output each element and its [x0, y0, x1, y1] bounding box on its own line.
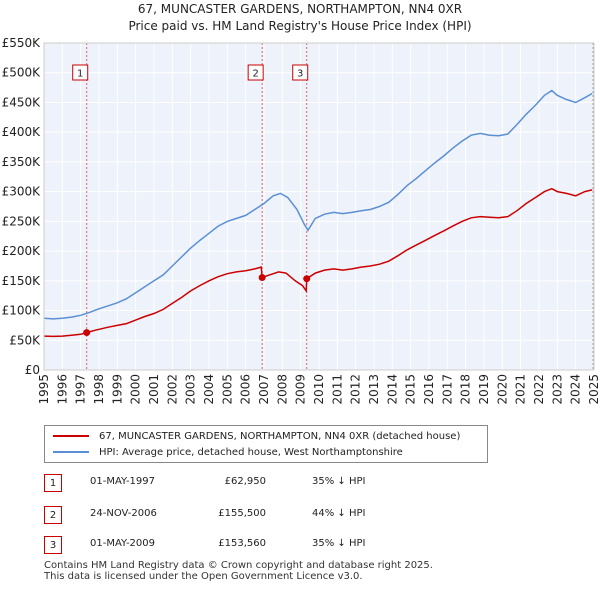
x-tick-label: 1999	[110, 374, 124, 405]
sale-point	[83, 329, 91, 337]
sale-price: £62,950	[224, 476, 266, 487]
x-tick-label: 2021	[514, 374, 528, 405]
x-tick-label: 2020	[495, 374, 509, 405]
footer-copyright: Contains HM Land Registry data © Crown c…	[44, 560, 433, 571]
sale-price: £155,500	[218, 508, 266, 519]
footer: Contains HM Land Registry data © Crown c…	[44, 560, 433, 582]
sale-date: 01-MAY-2009	[90, 538, 156, 549]
sale-marker: 3	[44, 536, 62, 554]
y-tick-label: £50K	[9, 333, 41, 347]
sale-label-box	[247, 64, 264, 81]
x-tick-label: 2025	[587, 374, 600, 405]
sale-label-box	[292, 64, 309, 81]
x-tick-label: 1998	[92, 374, 106, 405]
sale-date: 01-MAY-1997	[90, 476, 156, 487]
y-tick-label: £350K	[2, 155, 42, 169]
y-tick-label: £550K	[2, 36, 42, 50]
legend-swatch-property	[53, 435, 89, 437]
sale-price: £153,560	[218, 538, 266, 549]
x-tick-label: 1997	[74, 374, 88, 405]
legend-item-property: 67, MUNCASTER GARDENS, NORTHAMPTON, NN4 …	[53, 429, 460, 443]
x-tick-label: 2008	[275, 374, 289, 405]
sale-label: 3	[297, 69, 303, 80]
y-tick-label: £500K	[2, 66, 42, 80]
sale-point	[258, 274, 266, 282]
legend-label-hpi: HPI: Average price, detached house, West…	[99, 446, 403, 458]
sale-point	[303, 275, 311, 283]
x-tick-label: 2012	[349, 374, 363, 405]
x-tick-label: 2001	[147, 374, 161, 405]
x-tick-label: 2024	[569, 374, 583, 405]
legend-label-property: 67, MUNCASTER GARDENS, NORTHAMPTON, NN4 …	[99, 430, 461, 442]
chart-title: 67, MUNCASTER GARDENS, NORTHAMPTON, NN4 …	[137, 2, 463, 16]
x-tick-label: 2002	[165, 374, 179, 405]
sale-date: 24-NOV-2006	[90, 508, 157, 519]
plot-border	[43, 42, 595, 371]
price-chart: £0 £50K £100K £150K £200K £250K £300K £350K £400…	[2, 36, 600, 405]
chart-subtitle: Price paid vs. HM Land Registry's House …	[128, 19, 472, 33]
y-tick-label: £150K	[2, 274, 42, 288]
sale-row: 1 01-MAY-1997 £62,950 35% ↓ HPI	[44, 474, 464, 492]
y-tick-label: £100K	[2, 304, 42, 318]
sale-hpi-diff: 44% ↓ HPI	[312, 508, 366, 519]
x-tick-label: 2011	[330, 374, 344, 405]
sale-row: 2 24-NOV-2006 £155,500 44% ↓ HPI	[44, 506, 464, 524]
x-tick-label: 2007	[257, 374, 271, 405]
x-tick-label: 2022	[532, 374, 546, 405]
sale-marker: 2	[44, 506, 62, 524]
x-tick-label: 2018	[459, 374, 473, 405]
x-tick-label: 2015	[404, 374, 418, 405]
x-tick-label: 2009	[294, 374, 308, 405]
y-tick-label: £300K	[2, 185, 42, 199]
x-tick-label: 2019	[477, 374, 491, 405]
x-tick-label: 2013	[367, 374, 381, 405]
legend-item-hpi: HPI: Average price, detached house, West…	[53, 445, 403, 459]
x-tick-label: 1995	[37, 374, 51, 405]
sale-hpi-diff: 35% ↓ HPI	[312, 476, 366, 487]
x-tick-label: 2017	[440, 374, 454, 405]
footer-licence: This data is licensed under the Open Gov…	[44, 571, 363, 582]
sale-hpi-diff: 35% ↓ HPI	[312, 538, 366, 549]
sale-label: 2	[252, 69, 258, 80]
x-tick-label: 2005	[220, 374, 234, 405]
legend-swatch-hpi	[53, 451, 89, 453]
y-tick-label: £400K	[2, 125, 42, 139]
y-tick-label: £0	[25, 363, 40, 377]
x-tick-label: 2004	[202, 374, 216, 405]
x-tick-label: 1996	[55, 374, 69, 405]
sale-label-box	[72, 64, 89, 81]
sale-row: 3 01-MAY-2009 £153,560 35% ↓ HPI	[44, 536, 464, 554]
hpi-line	[43, 89, 593, 320]
x-tick-label: 2014	[385, 374, 399, 405]
x-tick-label: 2000	[129, 374, 143, 405]
y-tick-label: £200K	[2, 244, 42, 258]
legend: 67, MUNCASTER GARDENS, NORTHAMPTON, NN4 …	[44, 425, 488, 463]
y-tick-label: £450K	[2, 95, 42, 109]
x-tick-label: 2003	[184, 374, 198, 405]
x-tick-label: 2023	[550, 374, 564, 405]
x-tick-label: 2016	[422, 374, 436, 405]
x-tick-label: 2010	[312, 374, 326, 405]
x-tick-label: 2006	[239, 374, 253, 405]
y-tick-label: £250K	[2, 214, 42, 228]
sale-marker: 1	[44, 474, 62, 492]
sale-label: 1	[77, 69, 83, 80]
